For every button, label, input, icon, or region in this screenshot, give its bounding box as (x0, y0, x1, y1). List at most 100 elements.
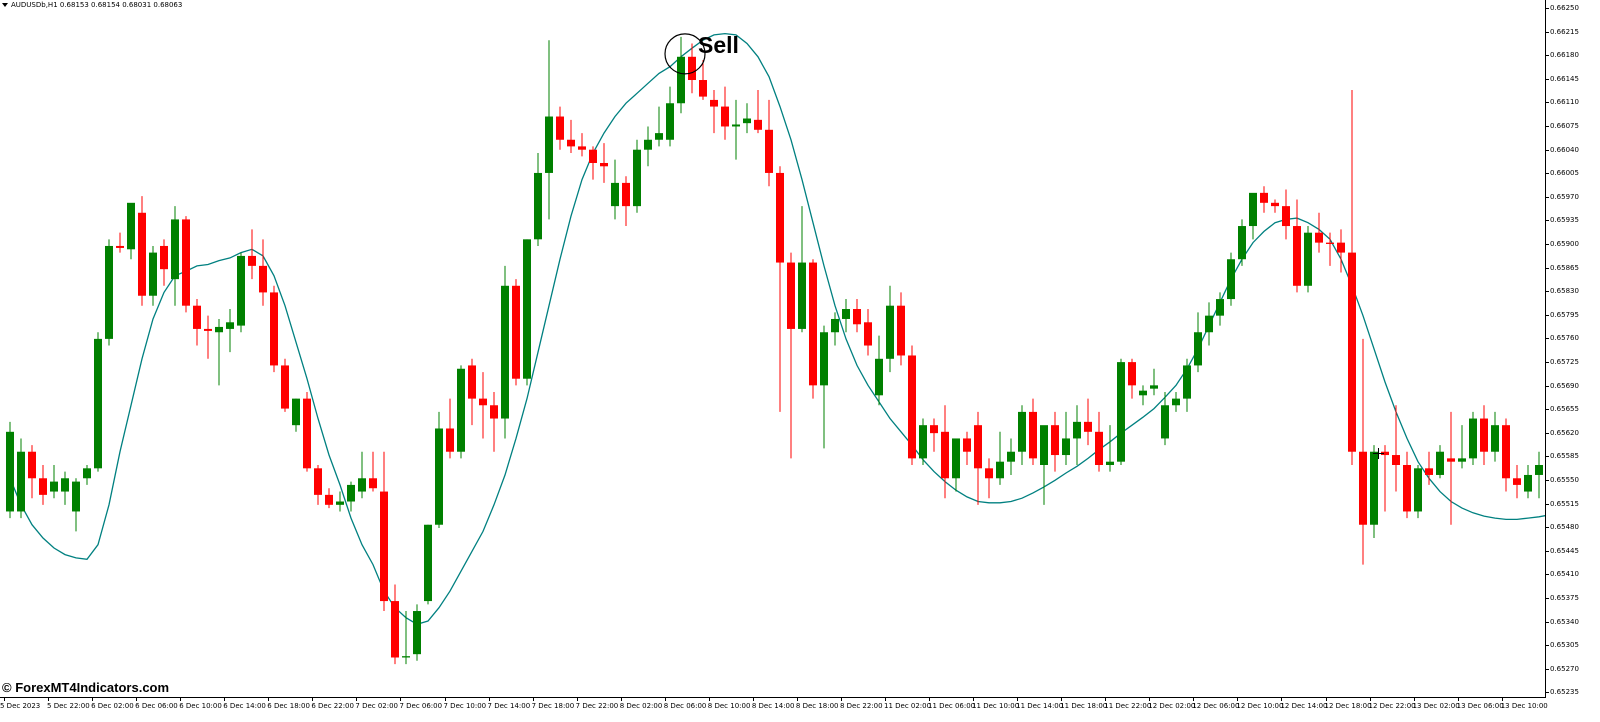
price-label: 0.66145 (1550, 74, 1579, 83)
candle-body (1128, 362, 1136, 386)
candle (710, 89, 718, 134)
time-tick (312, 698, 314, 701)
candle-body (787, 262, 795, 329)
candle (446, 398, 454, 459)
time-label: 11 Dec 02:00 (884, 702, 932, 710)
candle (1073, 405, 1081, 465)
time-tick (576, 698, 578, 701)
candle (149, 245, 157, 306)
time-tick (973, 698, 975, 701)
candle (853, 299, 861, 333)
price-tick (1546, 645, 1549, 647)
candle (1513, 465, 1521, 499)
candle (688, 43, 696, 94)
candle-body (1447, 458, 1455, 462)
candle (1414, 465, 1422, 519)
candle (985, 458, 993, 499)
candle (611, 159, 619, 220)
candle (193, 299, 201, 346)
candle-body (369, 478, 377, 489)
price-scale[interactable]: 0.66250 0.66215 0.66180 0.66145 0.66110 0.660… (1545, 0, 1600, 698)
time-tick (620, 698, 622, 701)
candle (17, 438, 25, 519)
price-tick (1546, 31, 1549, 33)
candle (259, 239, 267, 306)
candle (160, 239, 168, 286)
time-label: 7 Dec 22:00 (575, 702, 619, 710)
candle-body (831, 318, 839, 333)
price-label: 0.65900 (1550, 240, 1579, 248)
chart-area[interactable]: AUDUSDb,H1 0.68153 0.68154 0.68031 0.680… (0, 0, 1545, 698)
candle-body (303, 398, 311, 469)
candle (336, 491, 344, 512)
time-label: 8 Dec 14:00 (751, 702, 795, 710)
time-label: 12 Dec 22:00 (1368, 702, 1416, 710)
candle-body (1095, 431, 1103, 465)
candle (1139, 385, 1147, 406)
price-label: 0.65305 (1550, 641, 1579, 650)
candle (50, 465, 58, 499)
candle-body (1271, 202, 1279, 207)
candle (94, 332, 102, 472)
price-tick (1546, 362, 1549, 363)
candle-body (952, 438, 960, 479)
candle (1535, 451, 1543, 499)
time-tick (1149, 698, 1151, 701)
candle-body (1337, 242, 1345, 253)
time-tick (929, 698, 931, 701)
candle (1095, 411, 1103, 472)
candle (413, 604, 421, 661)
time-tick (752, 698, 754, 701)
price-tick (1546, 550, 1549, 552)
candle-body (611, 182, 619, 207)
time-scale[interactable]: 5 Dec 2023 5 Dec 22:00 6 Dec 02:00 6 Dec 06… (0, 697, 1548, 722)
candle (1172, 391, 1180, 412)
candle (1150, 368, 1158, 396)
candle-body (886, 305, 894, 359)
candle (1238, 219, 1246, 266)
price-label: 0.65550 (1550, 476, 1579, 484)
candle-body (61, 478, 69, 492)
candle (1084, 398, 1092, 446)
candle-body (864, 322, 872, 346)
candle (61, 471, 69, 505)
price-tick (1546, 126, 1549, 127)
price-tick (1546, 102, 1549, 104)
candle (1502, 418, 1510, 492)
candle-body (974, 425, 982, 469)
candle-body (6, 431, 14, 512)
candle-body (765, 129, 773, 173)
time-tick (1237, 698, 1239, 701)
time-label: 7 Dec 10:00 (443, 702, 487, 710)
candle-body (798, 262, 806, 329)
candle-body (776, 172, 784, 263)
candle-body (578, 146, 586, 150)
candle (1524, 465, 1532, 499)
candle-body (1194, 332, 1202, 366)
candle-body (1051, 425, 1059, 456)
time-tick (4, 698, 5, 701)
candle-body (248, 255, 256, 266)
candle (1040, 425, 1048, 505)
candle-body (1139, 390, 1147, 396)
candle (1260, 186, 1268, 213)
candle-body (17, 451, 25, 512)
time-label: 6 Dec 06:00 (135, 702, 178, 710)
candle (1205, 302, 1213, 346)
price-label: 0.66075 (1550, 122, 1579, 130)
price-label: 0.66215 (1550, 27, 1579, 36)
candle (974, 411, 982, 505)
price-tick (1546, 598, 1549, 599)
candle (127, 202, 135, 260)
price-tick (1546, 668, 1549, 670)
time-label: 5 Dec 22:00 (47, 702, 90, 710)
time-label: 11 Dec 14:00 (1016, 702, 1064, 710)
time-label: 6 Dec 22:00 (311, 702, 354, 710)
time-tick (664, 698, 666, 701)
candle (666, 86, 674, 147)
candle (655, 106, 663, 147)
candle (182, 216, 190, 313)
symbol-info: AUDUSDb,H1 0.68153 0.68154 0.68031 0.680… (2, 1, 182, 9)
price-label: 0.65445 (1550, 546, 1579, 555)
price-tick (1546, 314, 1549, 316)
